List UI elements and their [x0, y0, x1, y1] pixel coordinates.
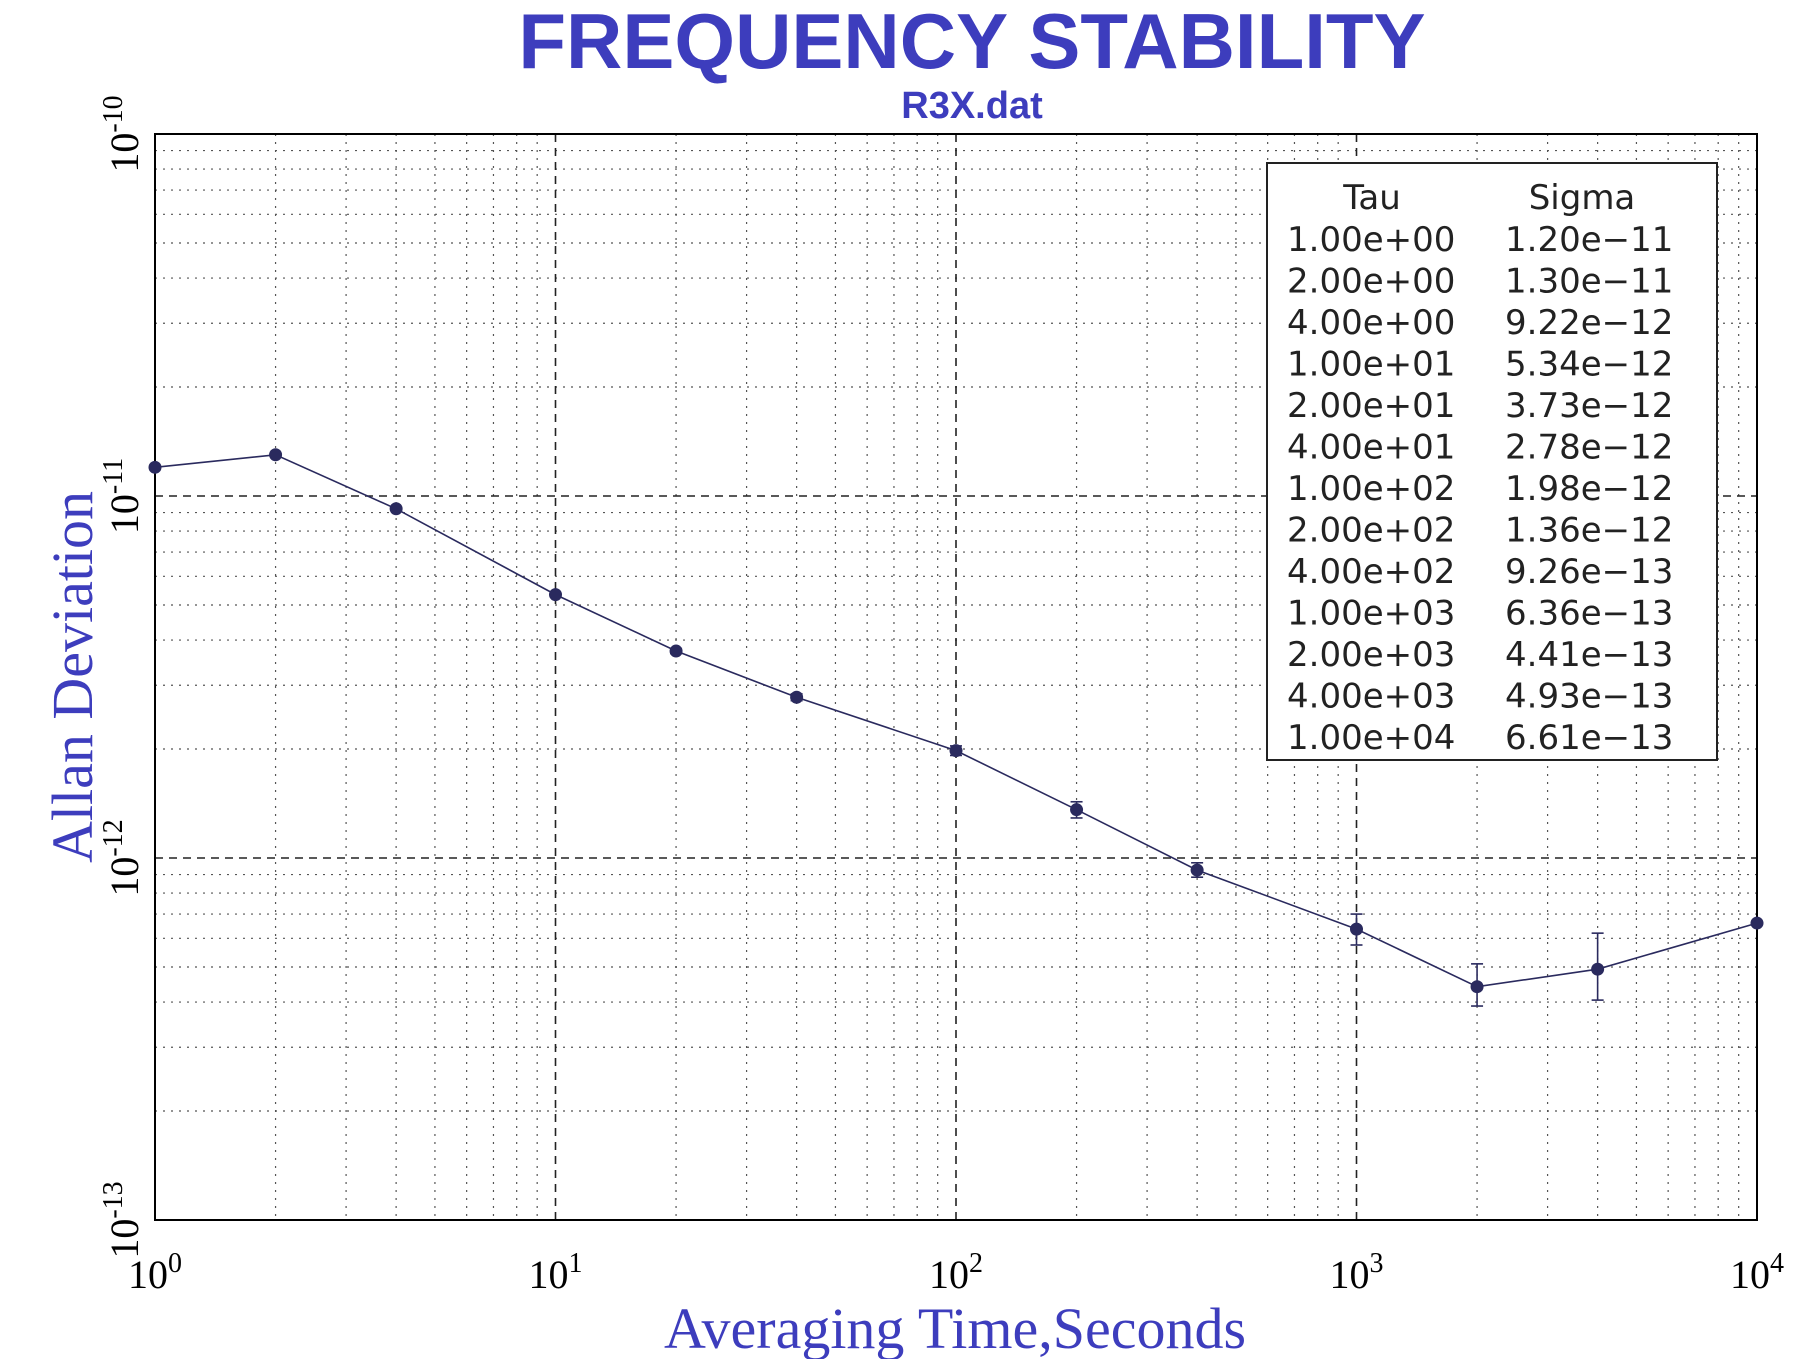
x-tick-label: 100 [128, 1248, 182, 1297]
legend-tau-value: 1.00e+01 [1287, 345, 1455, 385]
legend-sigma-value: 1.20e−11 [1505, 220, 1673, 260]
legend-tau-value: 2.00e+03 [1287, 635, 1455, 675]
data-point [669, 644, 683, 658]
data-point [1470, 980, 1484, 994]
legend-tau-value: 2.00e+01 [1287, 386, 1455, 426]
legend-sigma-value: 1.36e−12 [1505, 511, 1673, 551]
legend-tau-value: 2.00e+02 [1287, 511, 1455, 551]
legend-tau-value: 1.00e+03 [1287, 594, 1455, 634]
legend-sigma-value: 5.34e−12 [1505, 345, 1673, 385]
x-tick-label: 103 [1330, 1248, 1384, 1297]
x-axis-label: Averaging Time,Seconds [664, 1296, 1246, 1359]
legend-tau-value: 1.00e+02 [1287, 469, 1455, 509]
y-tick-label: 10-12 [98, 819, 147, 896]
legend-tau-value: 2.00e+00 [1287, 262, 1455, 302]
legend-tau-value: 4.00e+03 [1287, 677, 1455, 717]
data-point [790, 690, 804, 704]
data-point [1350, 922, 1363, 936]
data-point [389, 502, 403, 516]
y-axis-label: Allan Deviation [40, 491, 105, 863]
chart-title: FREQUENCY STABILITY [518, 0, 1425, 85]
legend-sigma-value: 6.61e−13 [1505, 718, 1673, 758]
legend-sigma-value: 6.36e−13 [1505, 594, 1673, 634]
legend-sigma-value: 4.41e−13 [1505, 635, 1673, 675]
legend-tau-value: 1.00e+04 [1287, 718, 1455, 758]
data-point [949, 744, 963, 758]
series-layer [148, 448, 1764, 1007]
y-tick-label: 10-11 [98, 458, 147, 534]
y-tick-label: 10-13 [98, 1181, 147, 1258]
legend-tau-value: 4.00e+01 [1287, 428, 1455, 468]
x-tick-label: 104 [1730, 1248, 1784, 1297]
legend-sigma-value: 9.22e−12 [1505, 303, 1673, 343]
y-tick-labels: 10-10 10-11 10-12 10-13 [98, 95, 147, 1258]
data-point [1591, 962, 1605, 976]
data-point [269, 448, 283, 462]
legend-tau-value: 1.00e+00 [1287, 220, 1455, 260]
legend-sigma-value: 1.30e−11 [1505, 262, 1673, 302]
data-point [549, 588, 562, 602]
legend-sigma-value: 4.93e−13 [1505, 677, 1673, 717]
legend-tau-value: 4.00e+00 [1287, 303, 1455, 343]
legend-box [1266, 162, 1718, 761]
legend-header-tau: Tau [1342, 178, 1401, 218]
legend-tau-value: 4.00e+02 [1287, 552, 1455, 592]
legend-sigma-value: 1.98e−12 [1505, 469, 1673, 509]
data-point [1190, 863, 1204, 877]
x-tick-label: 101 [529, 1248, 583, 1297]
legend-sigma-value: 2.78e−12 [1505, 428, 1673, 468]
data-point [148, 460, 162, 474]
x-tick-label: 102 [929, 1248, 983, 1297]
y-tick-label: 10-10 [98, 95, 147, 172]
legend-sigma-value: 3.73e−12 [1505, 386, 1673, 426]
legend-table: Tau Sigma 1.00e+00 1.20e−11 2.00e+00 1.30e−11… [1266, 162, 1718, 761]
plot-frame [154, 133, 1758, 1221]
data-point [1750, 916, 1764, 930]
chart-subtitle: R3X.dat [901, 85, 1043, 127]
x-tick-labels: 100 101 102 103 104 [128, 1248, 1784, 1297]
legend-header-sigma: Sigma [1529, 178, 1636, 218]
legend-sigma-value: 9.26e−13 [1505, 552, 1673, 592]
data-point [1070, 803, 1084, 817]
